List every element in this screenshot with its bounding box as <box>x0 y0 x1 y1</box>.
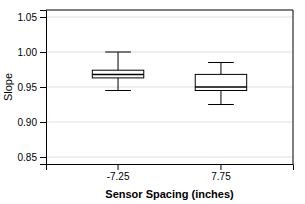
y-tick-label: 1.00 <box>18 47 38 58</box>
x-tick-label: 7.75 <box>211 171 231 182</box>
grid-line <box>46 87 293 88</box>
box-group <box>92 52 143 91</box>
y-tick-label: 0.95 <box>18 82 38 93</box>
box-group <box>195 63 246 105</box>
median <box>195 86 246 88</box>
y-axis: 0.85 0.90 0.95 1.00 1.05 <box>18 11 47 165</box>
frame <box>293 10 294 164</box>
chart: 0.85 0.90 0.95 1.00 1.05 -7.25 7.75 Sensor Spac… <box>0 0 305 204</box>
grid-line <box>46 52 293 53</box>
y-tick-label: 1.05 <box>18 12 38 23</box>
y-tick: 0.90 <box>18 117 46 128</box>
y-tick: 0.85 <box>18 152 46 163</box>
grid <box>46 17 293 157</box>
grid-line <box>46 17 293 18</box>
cap <box>105 90 131 91</box>
y-tick-mark <box>40 87 46 88</box>
whisker <box>118 78 119 91</box>
marks <box>92 52 246 105</box>
median <box>92 74 143 76</box>
whisker <box>220 91 221 105</box>
y-tick: 1.00 <box>18 47 46 58</box>
x-tick-mark <box>118 164 119 170</box>
box <box>195 74 246 90</box>
whisker <box>118 52 119 70</box>
cap <box>208 104 234 105</box>
x-axis: -7.25 7.75 <box>47 164 294 182</box>
grid-line <box>46 122 293 123</box>
cap <box>208 62 234 63</box>
box <box>92 70 143 78</box>
y-axis-title: Slope <box>2 73 14 101</box>
y-tick: 1.05 <box>18 12 46 23</box>
x-tick-mark <box>220 164 221 170</box>
y-tick-label: 0.90 <box>18 117 38 128</box>
y-tick-mark <box>40 157 46 158</box>
cap <box>105 52 131 53</box>
x-tick-label: -7.25 <box>107 171 130 182</box>
frame <box>46 10 293 11</box>
y-tick-mark <box>40 122 46 123</box>
y-tick: 0.95 <box>18 82 46 93</box>
y-tick-mark <box>40 17 46 18</box>
x-axis-title: Sensor Spacing (inches) <box>105 188 234 200</box>
x-axis-line <box>47 165 294 171</box>
y-tick-label: 0.85 <box>18 152 38 163</box>
x-tick: -7.25 <box>107 164 130 182</box>
whisker <box>220 63 221 75</box>
y-axis-line <box>40 11 47 165</box>
grid-line <box>46 157 293 158</box>
x-tick: 7.75 <box>211 164 231 182</box>
y-tick-mark <box>40 52 46 53</box>
plot: 0.85 0.90 0.95 1.00 1.05 -7.25 7.75 <box>18 10 294 182</box>
